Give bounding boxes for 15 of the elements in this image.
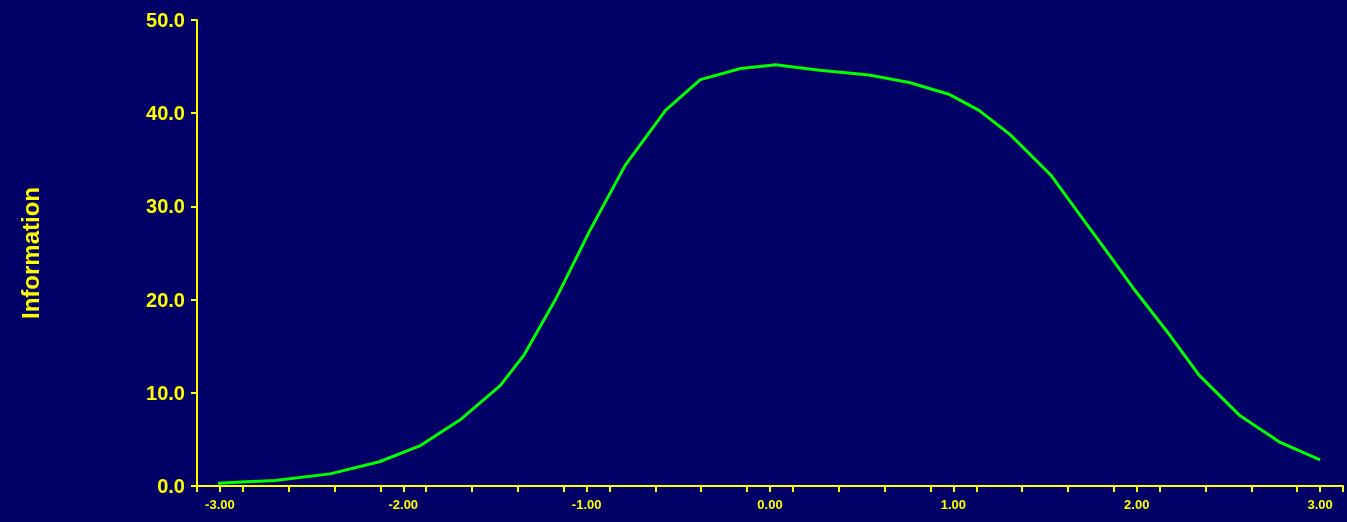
y-tick-label: 10.0 (146, 381, 185, 404)
y-tick-label: 0.0 (157, 475, 185, 497)
x-tick-label: -3.00 (205, 497, 235, 512)
y-tick-label: 20.0 (146, 288, 185, 311)
x-tick-label: -2.00 (388, 497, 419, 512)
x-tick-label: 0.00 (757, 497, 783, 512)
y-tick-label: 30.0 (146, 195, 185, 218)
y-tick-label: 50.0 (146, 9, 185, 31)
y-tick-label: 40.0 (146, 102, 185, 125)
x-tick-label: -1.00 (571, 497, 602, 512)
x-tick-label: 3.00 (1307, 497, 1333, 512)
y-axis-title: Information (16, 187, 44, 319)
x-tick-label: 1.00 (940, 497, 967, 512)
x-tick-label: 2.00 (1124, 497, 1150, 512)
line-series (216, 63, 1322, 485)
